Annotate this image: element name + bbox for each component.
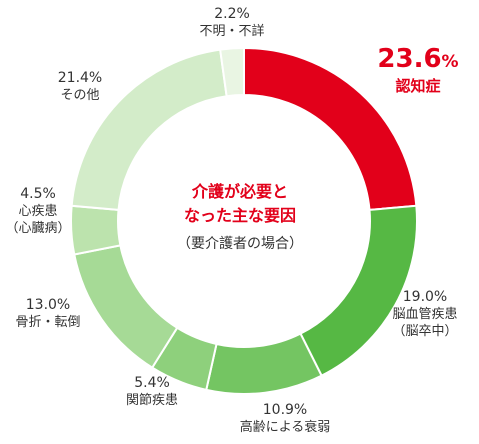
chart-title-line-2: なった主な要因 [183, 206, 296, 225]
slice-name-5-1: （心臓病） [5, 221, 71, 236]
slice-5 [70, 204, 122, 256]
slice-name-1-1: （脳卒中） [392, 324, 458, 339]
slice-value-1: 19.0% [402, 289, 448, 305]
slice-name-5-0: 心疾患 [18, 204, 58, 219]
slice-name-1-0: 脳血管疾患 [392, 307, 458, 322]
slice-label-3: 5.4% 関節疾患 [126, 375, 178, 409]
slice-name-6-0: その他 [60, 88, 100, 103]
chart-center-text: 介護が必要と なった主な要因 （要介護者の場合） [177, 180, 303, 254]
chart-title-line-1: 介護が必要と [191, 182, 288, 201]
slice-value-2: 10.9% [262, 402, 308, 418]
slice-2 [205, 332, 323, 395]
slice-name-2-0: 高齢による衰弱 [239, 420, 331, 435]
slice-label-0: 23.6% 認知症 [377, 44, 458, 95]
slice-value-6: 21.4% [57, 70, 103, 86]
slice-label-5: 4.5% 心疾患 （心臓病） [5, 186, 70, 237]
slice-value-0: 23.6% [377, 44, 459, 74]
slice-4 [73, 244, 179, 370]
slice-label-6: 21.4% その他 [58, 70, 102, 104]
slice-value-7: 2.2% [214, 6, 250, 22]
slice-label-4: 13.0% 骨折・転倒 [15, 297, 80, 331]
slice-value-4: 13.0% [25, 297, 71, 313]
slice-label-2: 10.9% 高齢による衰弱 [240, 402, 331, 436]
slice-name-3-0: 関節疾患 [125, 393, 179, 408]
slice-label-7: 2.2% 不明・不詳 [199, 6, 264, 40]
slice-unit-0: % [441, 52, 459, 72]
slice-name-0-0: 認知症 [395, 77, 441, 95]
slice-name-4-0: 骨折・転倒 [15, 315, 81, 330]
slice-label-1: 19.0% 脳血管疾患 （脳卒中） [392, 289, 457, 340]
slice-7 [219, 46, 245, 98]
slice-value-3: 5.4% [134, 375, 170, 391]
chart-subtitle: （要介護者の場合） [177, 236, 303, 252]
slice-value-5: 4.5% [20, 186, 56, 202]
slice-name-7-0: 不明・不詳 [199, 24, 265, 39]
